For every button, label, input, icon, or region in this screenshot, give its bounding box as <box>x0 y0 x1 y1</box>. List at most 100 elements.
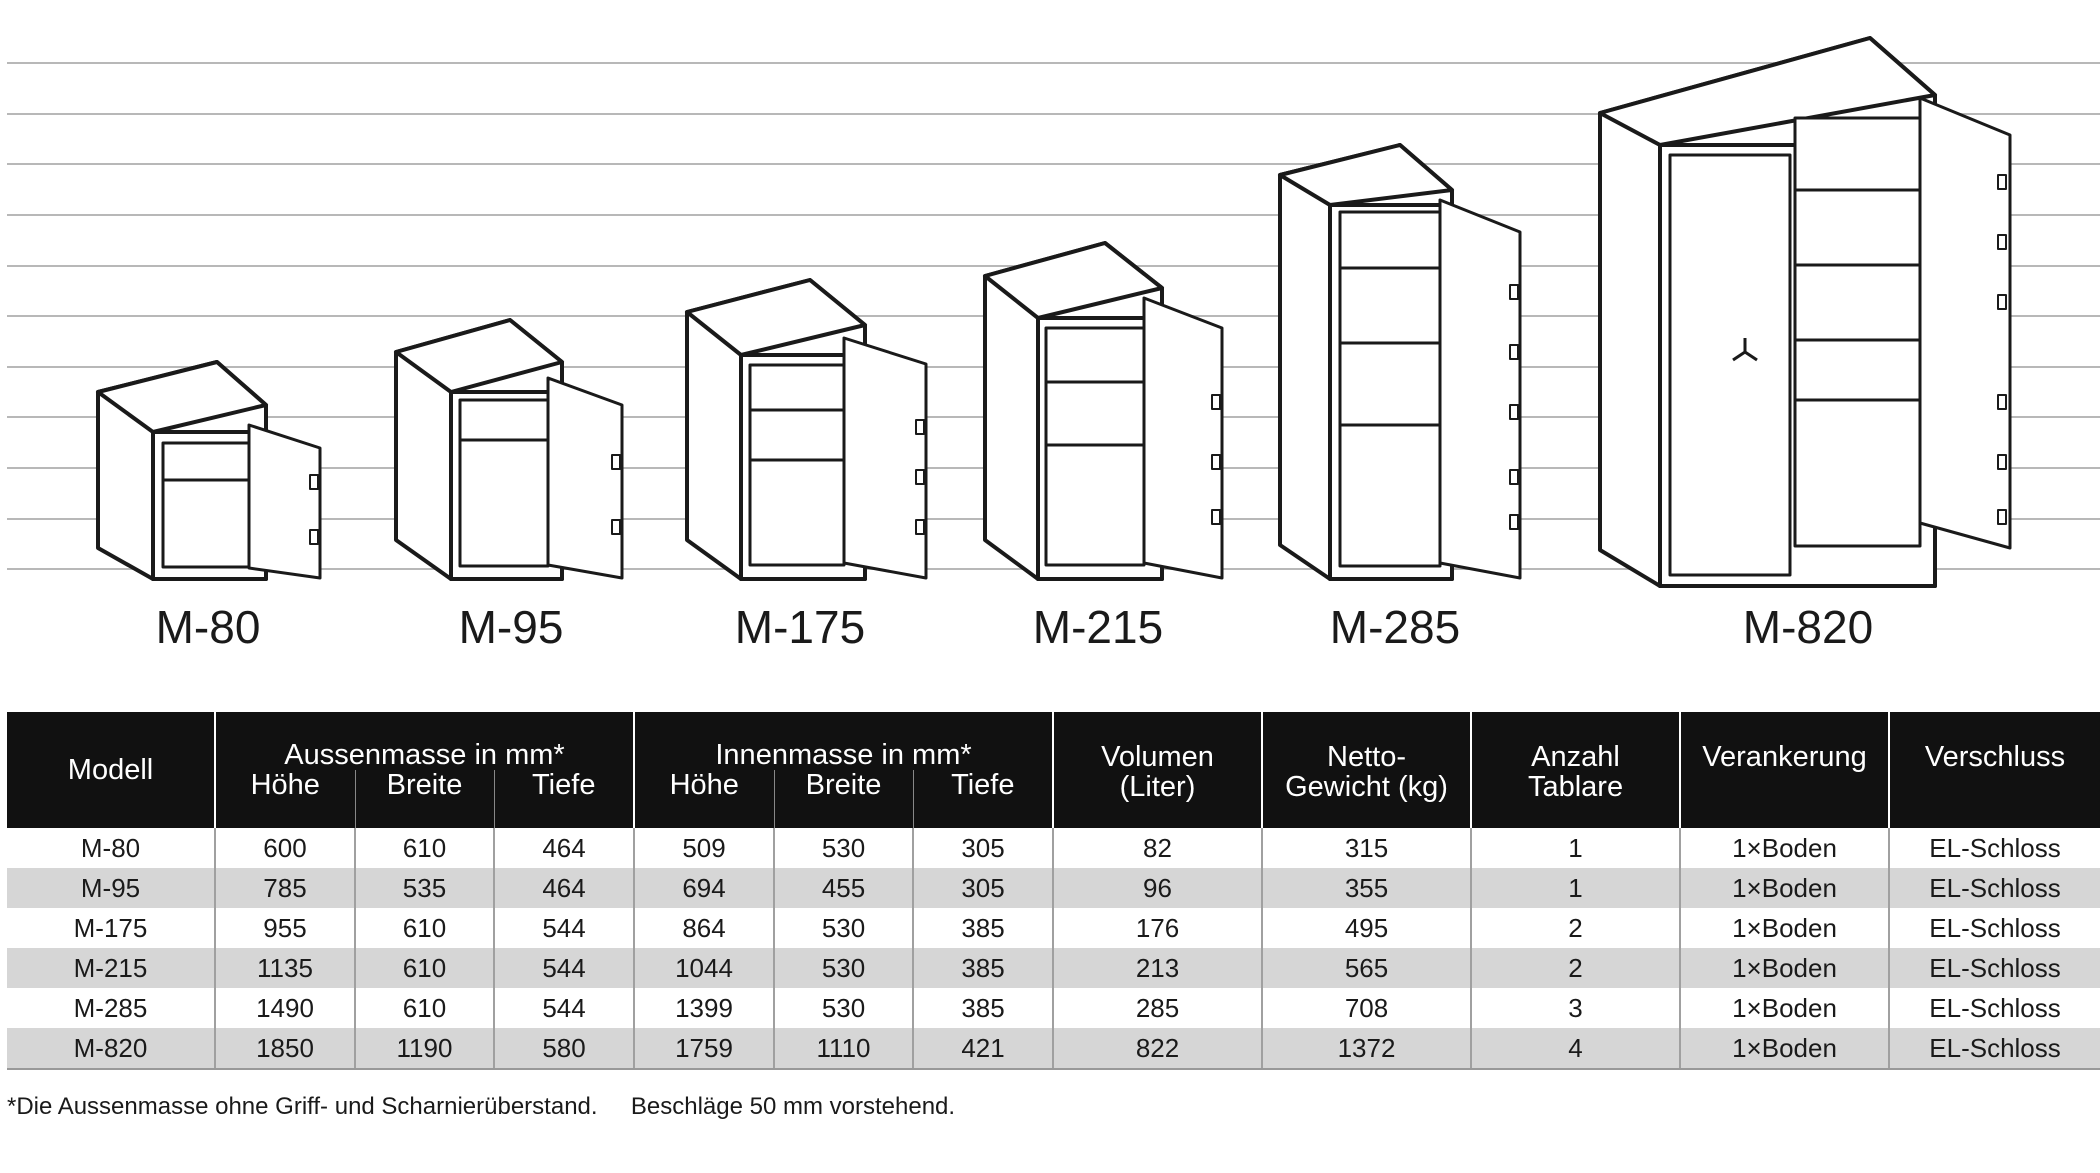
table-cell: 544 <box>492 988 635 1028</box>
table-cell: 285 <box>1052 988 1263 1028</box>
table-cell: 610 <box>354 828 494 868</box>
table-cell: 213 <box>1052 948 1263 988</box>
table-cell: 82 <box>1052 828 1263 868</box>
table-cell: 530 <box>773 948 914 988</box>
table-cell: 535 <box>354 868 494 908</box>
safe-illustration-m215 <box>983 241 1224 581</box>
header-inner-height: Höhe <box>633 770 775 828</box>
table-cell: 955 <box>214 908 355 948</box>
model-label-m285: M-285 <box>1329 601 1461 653</box>
header-anchoring: Verankerung <box>1679 712 1890 828</box>
table-cell: 530 <box>773 988 914 1028</box>
table-cell: 1×Boden <box>1679 1028 1890 1070</box>
table-cell: 96 <box>1052 868 1263 908</box>
safe-illustration-m285 <box>1278 143 1522 581</box>
table-cell: 1 <box>1470 828 1681 868</box>
table-cell: 3 <box>1470 988 1681 1028</box>
table-cell: 822 <box>1052 1028 1263 1070</box>
table-row: M-95 785 535 464 694 455 305 96 355 1 1×Boden EL-Sc… <box>7 868 2100 908</box>
table-cell: 1759 <box>633 1028 775 1070</box>
table-row: M-285 1490 610 544 1399 530 385 285 708 3 1×Boden E… <box>7 988 2100 1028</box>
model-label-m215: M-215 <box>1032 601 1164 653</box>
table-cell: 530 <box>773 828 914 868</box>
table-cell: 421 <box>912 1028 1054 1070</box>
table-cell: 1135 <box>214 948 355 988</box>
header-weight-line1: Netto- <box>1327 741 1406 773</box>
table-cell: 385 <box>912 908 1054 948</box>
table-cell: 610 <box>354 908 494 948</box>
table-cell: 4 <box>1470 1028 1681 1070</box>
header-volume-line2: (Liter) <box>1119 771 1196 803</box>
model-label-m95: M-95 <box>458 601 564 653</box>
model-label-m80: M-80 <box>155 601 261 653</box>
table-cell: 464 <box>492 868 635 908</box>
table-cell: 1372 <box>1261 1028 1472 1070</box>
table-row: M-215 1135 610 544 1044 530 385 213 565 2 1×Boden E… <box>7 948 2100 988</box>
table-cell: 1×Boden <box>1679 948 1890 988</box>
header-outer-dimensions: Aussenmasse in mm* <box>213 712 635 770</box>
model-label-m175: M-175 <box>734 601 866 653</box>
header-shelves-line1: Anzahl <box>1531 741 1620 773</box>
table-cell: M-285 <box>73 992 148 1023</box>
safes-illustration <box>7 36 2100 588</box>
safe-illustration-m95 <box>394 318 624 581</box>
header-volume: Volumen (Liter) <box>1052 712 1263 828</box>
table-cell: 464 <box>492 828 635 868</box>
model-label-m820: M-820 <box>1742 601 1874 653</box>
table-cell: M-80 <box>80 832 141 863</box>
table-cell: 600 <box>214 828 355 868</box>
table-cell: 544 <box>492 908 635 948</box>
table-cell: 1399 <box>633 988 775 1028</box>
table-cell: 544 <box>492 948 635 988</box>
header-volume-line1: Volumen <box>1101 741 1214 773</box>
spec-table: Modell Aussenmasse in mm* Innenmasse in … <box>7 712 2100 1070</box>
table-cell: EL-Schloss <box>1888 908 2100 948</box>
table-cell: 385 <box>912 988 1054 1028</box>
table-cell: 176 <box>1052 908 1263 948</box>
table-cell: 1110 <box>773 1028 914 1070</box>
table-cell: 385 <box>912 948 1054 988</box>
table-cell: 610 <box>354 948 494 988</box>
handle-icon <box>1732 338 1758 362</box>
header-inner-depth: Tiefe <box>912 770 1054 828</box>
header-outer-depth: Tiefe <box>493 770 635 828</box>
table-cell: 305 <box>912 868 1054 908</box>
table-cell: 1490 <box>214 988 355 1028</box>
table-cell: 785 <box>214 868 355 908</box>
table-row: M-80 600 610 464 509 530 305 82 315 1 1×Boden EL-Sc… <box>7 828 2100 868</box>
table-cell: EL-Schloss <box>1888 868 2100 908</box>
table-cell: 1 <box>1470 868 1681 908</box>
table-cell: 495 <box>1261 908 1472 948</box>
table-row: M-820 1850 1190 580 1759 1110 421 822 1372 4 1×Bod… <box>7 1028 2100 1070</box>
header-inner-width: Breite <box>773 770 914 828</box>
table-cell: 315 <box>1261 828 1472 868</box>
header-inner-dimensions: Innenmasse in mm* <box>633 712 1054 770</box>
table-cell: 509 <box>633 828 775 868</box>
safe-illustration-m175 <box>685 278 928 581</box>
table-cell: 708 <box>1261 988 1472 1028</box>
table-cell: EL-Schloss <box>1888 828 2100 868</box>
table-cell: 530 <box>773 908 914 948</box>
table-cell: EL-Schloss <box>1888 988 2100 1028</box>
table-cell: 1×Boden <box>1679 988 1890 1028</box>
table-cell: 355 <box>1261 868 1472 908</box>
table-cell: 864 <box>633 908 775 948</box>
table-cell: 694 <box>633 868 775 908</box>
table-cell: 1×Boden <box>1679 868 1890 908</box>
table-cell: 1044 <box>633 948 775 988</box>
table-cell: 455 <box>773 868 914 908</box>
header-shelves-line2: Tablare <box>1527 771 1624 803</box>
header-weight: Netto- Gewicht (kg) <box>1261 712 1472 828</box>
table-cell: M-175 <box>73 912 148 943</box>
table-cell: 2 <box>1470 908 1681 948</box>
table-cell: M-215 <box>7 948 215 988</box>
header-model: Modell <box>7 712 215 828</box>
table-cell: 1190 <box>354 1028 494 1070</box>
table-cell: EL-Schloss <box>1888 948 2100 988</box>
header-lock: Verschluss <box>1888 712 2100 828</box>
footnote: *Die Aussenmasse ohne Griff- und Scharni… <box>7 1093 956 1120</box>
header-outer-height: Höhe <box>214 770 355 828</box>
table-cell: EL-Schloss <box>1888 1028 2100 1070</box>
table-cell: 580 <box>492 1028 635 1070</box>
table-cell: M-95 <box>7 868 215 908</box>
